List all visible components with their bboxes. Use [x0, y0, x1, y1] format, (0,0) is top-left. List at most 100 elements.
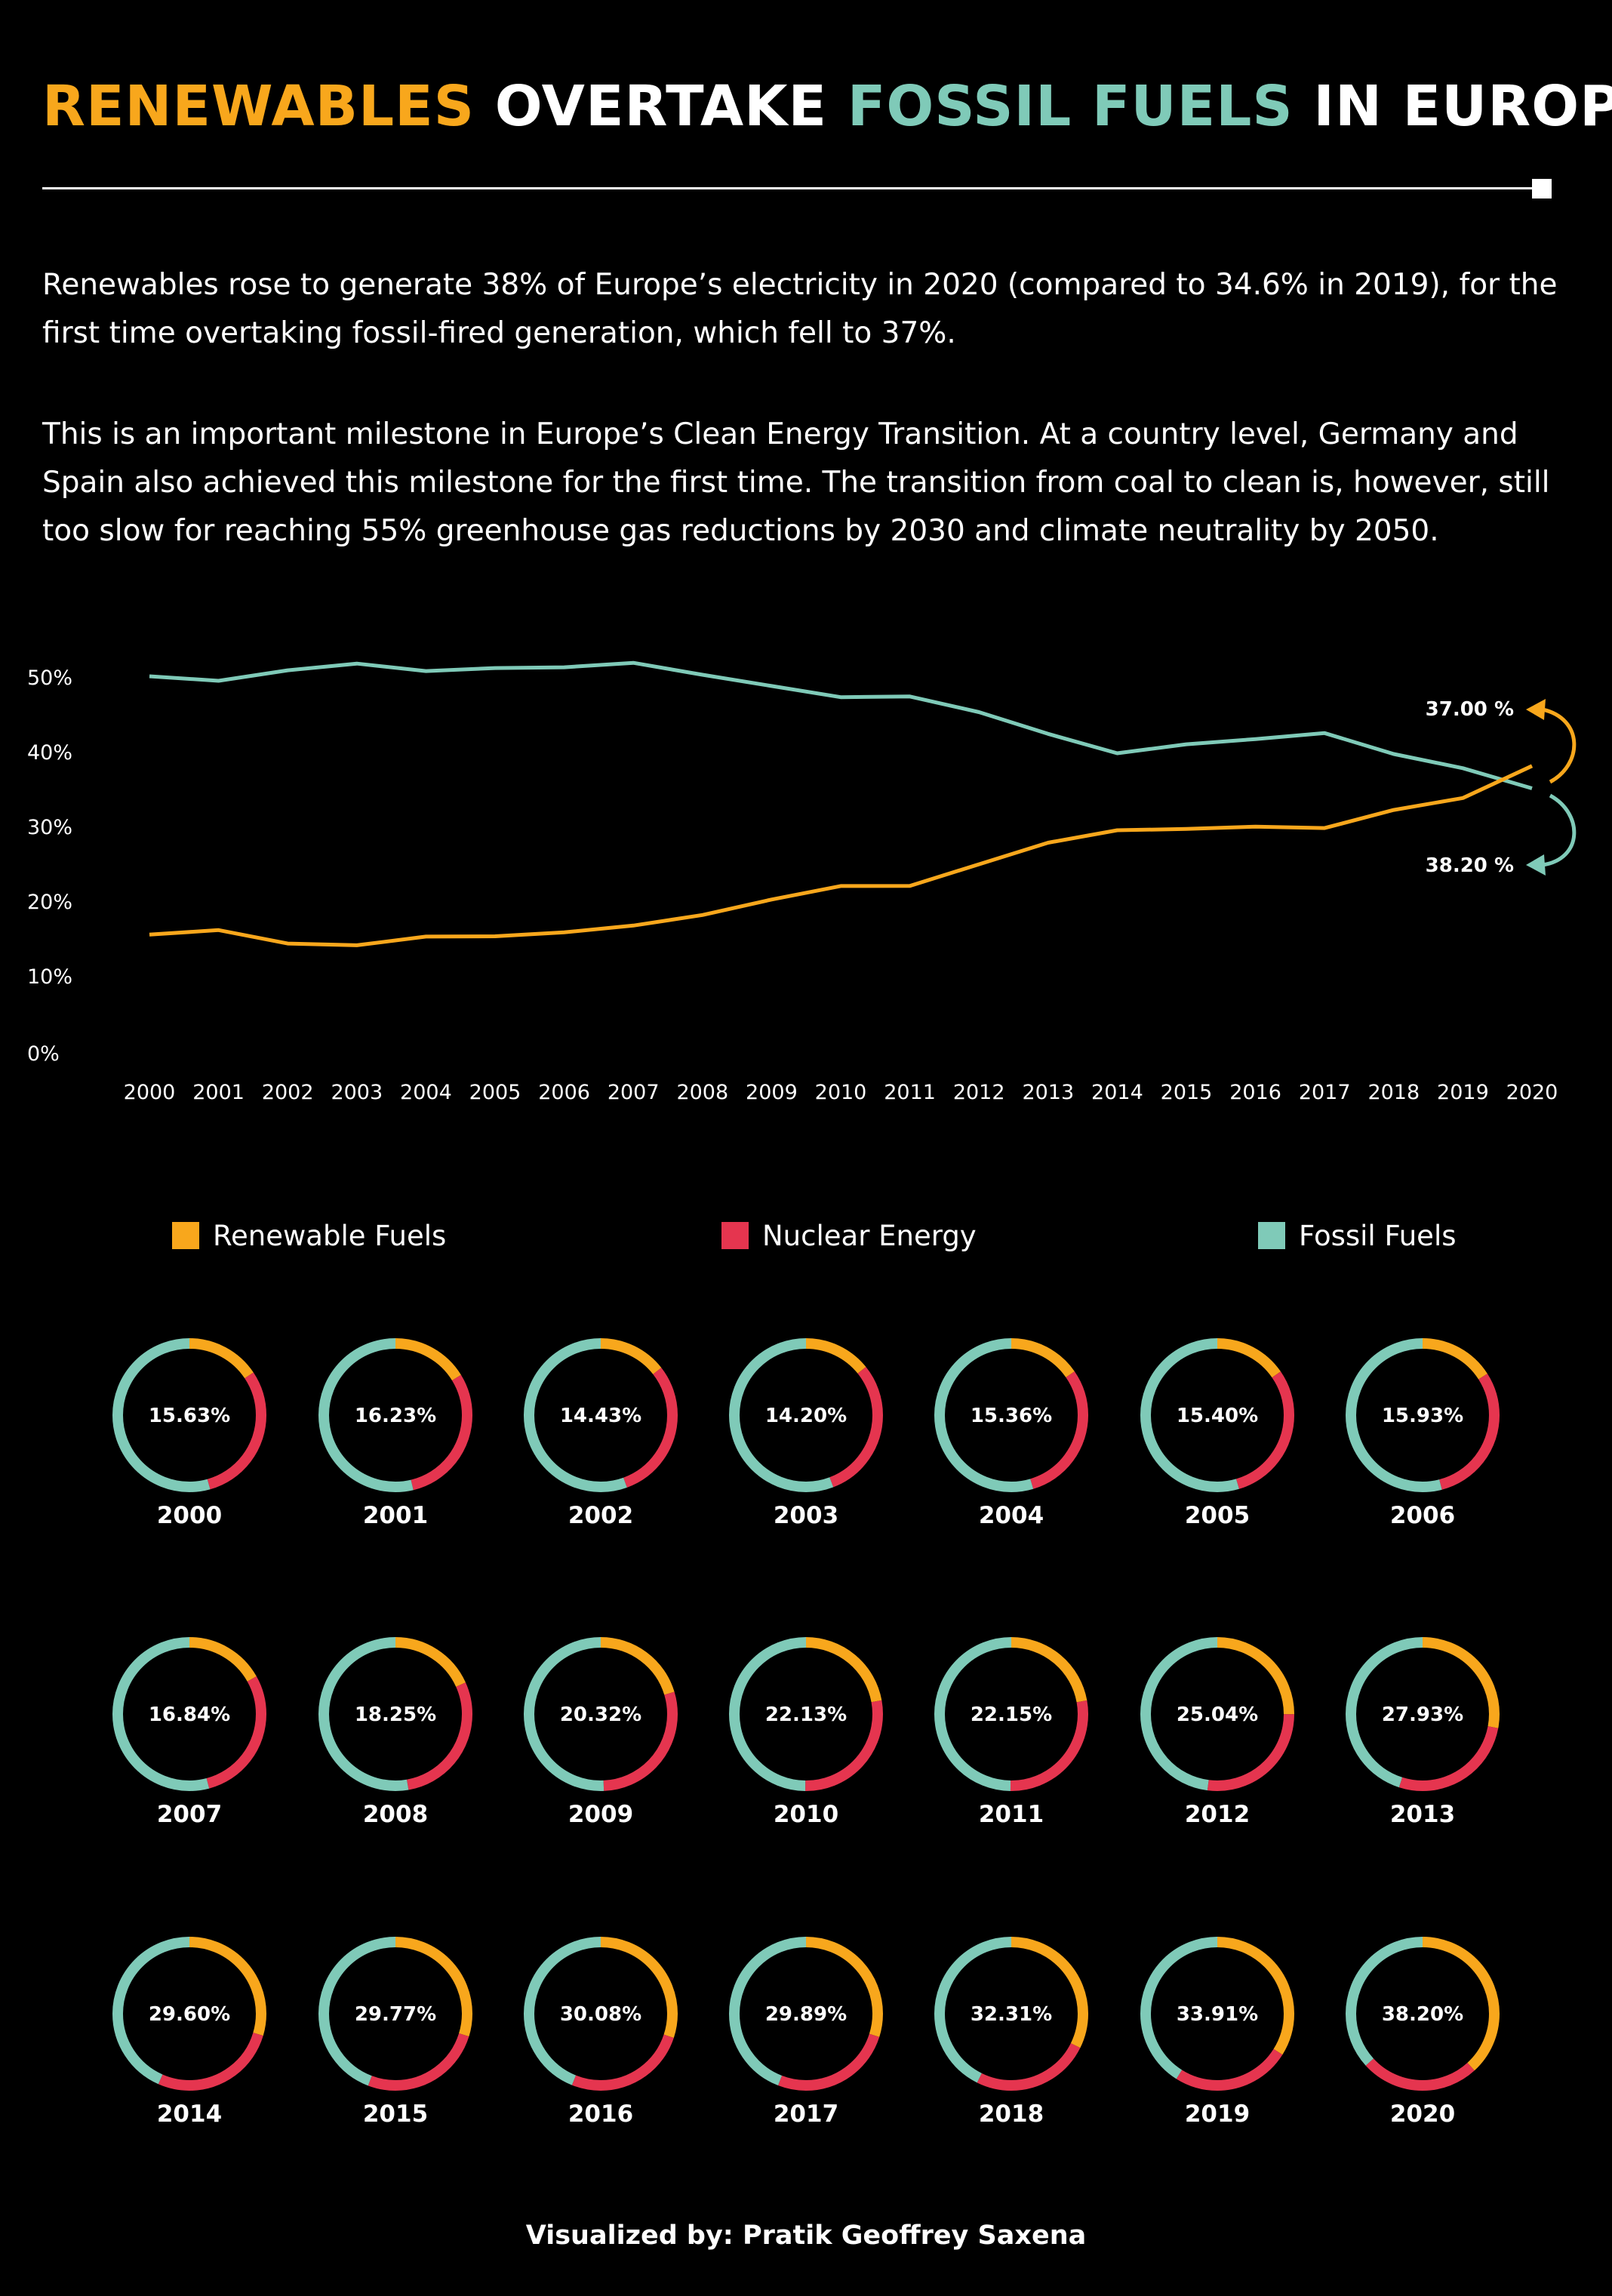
donut-year-label: 2020 — [1390, 2101, 1455, 2128]
donut-segment-fossil — [112, 1937, 266, 2091]
legend-fossil-label: Fossil Fuels — [1299, 1219, 1457, 1252]
y-tick-label: 0% — [27, 1042, 60, 1066]
x-tick-label: 2013 — [1022, 1081, 1074, 1104]
x-tick-label: 2014 — [1091, 1081, 1143, 1104]
donut-segment-nuclear — [318, 1937, 472, 2091]
title-in-europe: IN EUROPE — [1313, 74, 1612, 139]
donut-segment-fossil — [1140, 1937, 1294, 2091]
series-line-fossil-fuels — [149, 660, 1533, 790]
donut-percent-label: 16.84% — [149, 1704, 230, 1726]
donut-year-label: 2015 — [363, 2101, 428, 2128]
donut-year-label: 2002 — [568, 1502, 633, 1529]
donut-percent-label: 25.04% — [1177, 1704, 1258, 1726]
annotation-arrow-bottom — [1542, 793, 1577, 867]
donut-segment-nuclear — [1140, 1338, 1294, 1492]
annotation-label-bottom: 38.20 % — [1426, 854, 1514, 877]
donut-year-label: 2014 — [157, 2101, 222, 2128]
donut-segment-nuclear — [1140, 1637, 1294, 1791]
title-fossil-fuels: FOSSIL FUELS — [847, 74, 1294, 139]
donut-2011: 22.15% 2011 — [934, 1637, 1088, 1828]
intro-paragraph-1: Renewables rose to generate 38% of Europ… — [42, 268, 1558, 350]
legend-renewable-label: Renewable Fuels — [213, 1219, 447, 1252]
donut-segment-nuclear — [524, 1937, 678, 2091]
legend-nuclear-label: Nuclear Energy — [762, 1219, 977, 1252]
donut-year-label: 2005 — [1185, 1502, 1250, 1529]
donut-segment-fossil — [934, 1937, 1088, 2091]
donut-percent-label: 30.08% — [560, 2003, 641, 2026]
x-tick-label: 2002 — [262, 1081, 314, 1104]
y-tick-label: 50% — [27, 666, 72, 690]
donut-segment-nuclear — [1346, 1937, 1500, 2091]
donut-percent-label: 18.25% — [355, 1704, 436, 1726]
donut-year-label: 2016 — [568, 2101, 633, 2128]
donut-segment-nuclear — [1140, 1937, 1294, 2091]
x-tick-label: 2011 — [884, 1081, 936, 1104]
donut-segment-fossil — [729, 1338, 883, 1492]
arrow-head-icon — [1526, 699, 1546, 720]
donut-year-label: 2001 — [363, 1502, 428, 1529]
x-tick-label: 2000 — [124, 1081, 176, 1104]
donut-percent-label: 16.23% — [355, 1405, 436, 1427]
donut-2002: 14.43% 2002 — [524, 1338, 678, 1529]
title-divider — [42, 187, 1544, 189]
donut-segment-fossil — [112, 1338, 266, 1492]
legend-fossil: Fossil Fuels — [1258, 1217, 1457, 1254]
donut-year-label: 2000 — [157, 1502, 222, 1529]
donut-percent-label: 29.60% — [149, 2003, 230, 2026]
donut-2017: 29.89% 2017 — [729, 1937, 883, 2128]
donut-year-label: 2012 — [1185, 1801, 1250, 1828]
donut-2008: 18.25% 2008 — [318, 1637, 472, 1828]
donut-segment-nuclear — [729, 1338, 883, 1492]
donut-segment-fossil — [934, 1338, 1088, 1492]
donut-segment-nuclear — [112, 1937, 266, 2091]
x-tick-label: 2015 — [1161, 1081, 1213, 1104]
x-tick-label: 2018 — [1367, 1081, 1420, 1104]
donut-2012: 25.04% 2012 — [1140, 1637, 1294, 1828]
donut-2000: 15.63% 2000 — [112, 1338, 266, 1529]
donut-segment-nuclear — [1346, 1338, 1500, 1492]
intro-paragraph-2: This is an important milestone in Europe… — [42, 417, 1550, 548]
legend-nuclear: Nuclear Energy — [721, 1217, 977, 1254]
legend-renewable: Renewable Fuels — [172, 1217, 446, 1254]
donut-segment-nuclear — [1346, 1637, 1500, 1791]
y-tick-label: 40% — [27, 741, 72, 765]
donut-percent-label: 29.89% — [765, 2003, 847, 2026]
donut-percent-label: 14.20% — [765, 1405, 847, 1427]
y-tick-label: 30% — [27, 816, 72, 839]
title-renewables: RENEWABLES — [42, 74, 475, 139]
donut-segment-fossil — [1140, 1637, 1294, 1791]
donut-segment-nuclear — [934, 1637, 1088, 1791]
donut-grid: 15.63% 2000 16.23% 2001 14.43% 2002 14.20% 2003… — [112, 1338, 1500, 2128]
x-tick-label: 2020 — [1506, 1081, 1558, 1104]
donut-2003: 14.20% 2003 — [729, 1338, 883, 1529]
x-tick-label: 2004 — [400, 1081, 452, 1104]
donut-2007: 16.84% 2007 — [112, 1637, 266, 1828]
donut-2004: 15.36% 2004 — [934, 1338, 1088, 1529]
donut-segment-nuclear — [729, 1637, 883, 1791]
y-tick-label: 20% — [27, 891, 72, 914]
legend-nuclear-swatch — [721, 1222, 749, 1249]
donut-segment-fossil — [934, 1637, 1088, 1791]
donut-segment-nuclear — [524, 1637, 678, 1791]
x-tick-label: 2017 — [1299, 1081, 1351, 1104]
donut-2016: 30.08% 2016 — [524, 1937, 678, 2128]
donut-segment-nuclear — [524, 1338, 678, 1492]
donut-2013: 27.93% 2013 — [1346, 1637, 1500, 1828]
donut-year-label: 2003 — [774, 1502, 838, 1529]
donut-segment-fossil — [1140, 1338, 1294, 1492]
donut-year-label: 2019 — [1185, 2101, 1250, 2128]
donut-segment-nuclear — [934, 1937, 1088, 2091]
donut-percent-label: 38.20% — [1382, 2003, 1463, 2026]
donut-segment-nuclear — [318, 1637, 472, 1791]
donut-percent-label: 14.43% — [560, 1405, 641, 1427]
x-tick-label: 2006 — [538, 1081, 590, 1104]
x-tick-label: 2001 — [192, 1081, 245, 1104]
donut-2018: 32.31% 2018 — [934, 1937, 1088, 2128]
donut-segment-nuclear — [112, 1637, 266, 1791]
page-title: RENEWABLES OVERTAKE FOSSIL FUELS IN EURO… — [42, 78, 1612, 134]
y-tick-label: 10% — [27, 965, 72, 989]
donut-2020: 38.20% 2020 — [1346, 1937, 1500, 2128]
x-tick-label: 2007 — [608, 1081, 660, 1104]
donut-2015: 29.77% 2015 — [318, 1937, 472, 2128]
donut-percent-label: 15.63% — [149, 1405, 230, 1427]
